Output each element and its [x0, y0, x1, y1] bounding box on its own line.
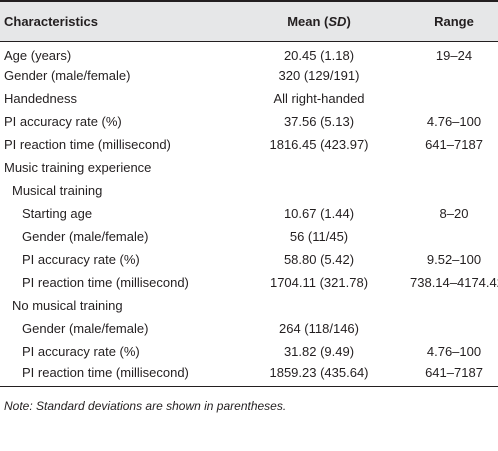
- table-cell: [410, 179, 498, 202]
- table-row: Age (years) 20.45 (1.18) 19–24: [0, 41, 498, 64]
- table: Characteristics Mean (SD) Range Age (yea…: [0, 0, 498, 387]
- table-cell: 10.67 (1.44): [283, 206, 355, 221]
- header-cell: Mean (SD): [228, 0, 410, 42]
- table-row: PI accuracy rate (%) 31.82 (9.49) 4.76–100: [0, 340, 498, 363]
- table-cell: 320 (129/191): [278, 68, 360, 83]
- header-cell: Characteristics: [0, 0, 228, 42]
- table-row: Starting age 10.67 (1.44) 8–20: [0, 202, 498, 225]
- table-cell: [410, 64, 498, 87]
- table-row: PI reaction time (millisecond) 1859.23 (4…: [0, 363, 498, 387]
- table-cell: Gender (male/female): [22, 321, 149, 336]
- table-row: Gender (male/female) 264 (118/146): [0, 317, 498, 340]
- table-cell: 738.14–4174.42: [410, 275, 498, 290]
- table-cell: [410, 156, 498, 179]
- table-cell: [410, 294, 498, 317]
- table-cell: 1859.23 (435.64): [228, 363, 410, 387]
- table-cell: [228, 156, 410, 179]
- table-cell: 19–24: [435, 48, 473, 64]
- table-cell: Music training experience: [4, 160, 152, 175]
- table-cell: [410, 87, 498, 110]
- table-row: PI reaction time (millisecond) 1816.45 (4…: [0, 133, 498, 156]
- header-text: ): [346, 13, 351, 29]
- table-cell: [410, 225, 498, 248]
- table-cell: PI reaction time (millisecond): [0, 363, 228, 387]
- table-cell: 641–7187: [410, 363, 498, 387]
- table-cell: 56 (11/45): [289, 229, 349, 244]
- header-text: SD: [328, 13, 347, 29]
- table-cell: 31.82 (9.49): [283, 344, 355, 359]
- table-cell: Musical training: [12, 183, 103, 198]
- header-text: Mean (: [287, 13, 329, 29]
- table-cell: Age (years): [4, 48, 72, 64]
- table-cell: [228, 179, 410, 202]
- table-row: Gender (male/female) 56 (11/45): [0, 225, 498, 248]
- table-row: Musical training: [0, 179, 498, 202]
- table-cell: 37.56 (5.13): [283, 114, 355, 129]
- table-cell: 641–7187: [425, 137, 483, 152]
- table-row: PI accuracy rate (%) 58.80 (5.42) 9.52–100: [0, 248, 498, 271]
- table-cell: PI accuracy rate (%): [22, 344, 140, 359]
- table-row: No musical training: [0, 294, 498, 317]
- table-cell: 20.45 (1.18): [283, 48, 355, 64]
- table-cell: 58.80 (5.42): [283, 252, 355, 267]
- table-cell: Gender (male/female): [22, 229, 149, 244]
- table-cell: PI reaction time (millisecond): [4, 137, 171, 152]
- table-cell: 8–20: [439, 206, 469, 221]
- table-cell: PI accuracy rate (%): [4, 114, 122, 129]
- table-cell: All right-handed: [273, 91, 365, 106]
- table-row: Handedness All right-handed: [0, 87, 498, 110]
- note: Note: Standard deviations are shown in p…: [4, 398, 287, 413]
- table-cell: 9.52–100: [426, 252, 482, 267]
- table-cell: 1816.45 (423.97): [269, 137, 369, 152]
- table-cell: PI accuracy rate (%): [22, 252, 140, 267]
- table-cell: No musical training: [12, 298, 123, 313]
- table-cell: 4.76–100: [426, 344, 482, 359]
- table-cell: 1704.11 (321.78): [269, 275, 369, 290]
- table-row: Gender (male/female) 320 (129/191): [0, 64, 498, 87]
- table-cell: 4.76–100: [426, 114, 482, 129]
- table-cell: Handedness: [4, 91, 77, 106]
- table-row: PI accuracy rate (%) 37.56 (5.13) 4.76–100: [0, 110, 498, 133]
- table-cell: Gender (male/female): [4, 68, 131, 83]
- table-body: Age (years) 20.45 (1.18) 19–24 Gender (male…: [0, 41, 498, 387]
- table-row: Music training experience: [0, 156, 498, 179]
- table-cell: 264 (118/146): [279, 321, 359, 336]
- header-cell: Range: [410, 0, 498, 42]
- header-row: Characteristics Mean (SD) Range: [0, 0, 498, 42]
- table-cell: [410, 317, 498, 340]
- table-cell: [228, 294, 410, 317]
- table-cell: PI reaction time (millisecond): [22, 275, 189, 290]
- table-cell: Starting age: [22, 206, 93, 221]
- table-row: PI reaction time (millisecond) 1704.11 (3…: [0, 271, 498, 294]
